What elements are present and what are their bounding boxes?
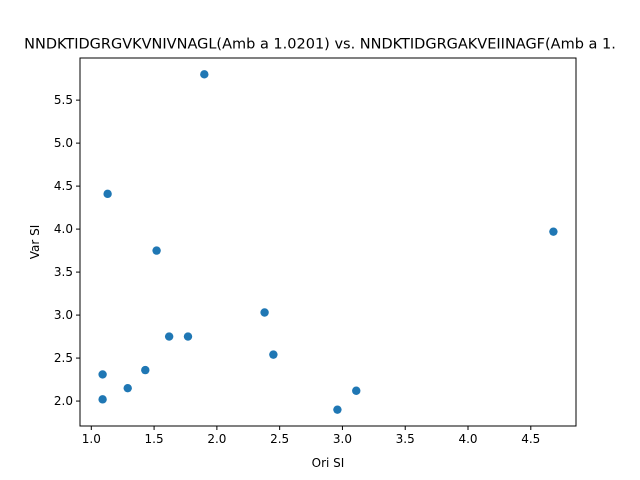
data-point xyxy=(260,308,269,317)
data-point xyxy=(549,227,558,236)
x-tick-label: 4.0 xyxy=(458,432,477,446)
data-point xyxy=(98,395,107,404)
data-point xyxy=(269,350,278,359)
x-tick-label: 1.0 xyxy=(82,432,101,446)
data-point xyxy=(98,370,107,379)
x-tick-label: 2.5 xyxy=(270,432,289,446)
y-tick-label: 5.0 xyxy=(54,136,73,150)
y-tick-label: 4.0 xyxy=(54,222,73,236)
x-tick-label: 3.5 xyxy=(396,432,415,446)
data-points xyxy=(98,70,558,414)
x-axis: 1.0 1.5 2.0 2.5 3.0 3.5 4.0 4.5 xyxy=(82,426,540,446)
data-point xyxy=(123,383,132,393)
y-axis-label: Var SI xyxy=(28,225,42,260)
x-tick-label: 4.5 xyxy=(521,432,540,446)
data-point xyxy=(164,332,174,341)
y-tick-label: 5.5 xyxy=(54,93,73,107)
data-point xyxy=(200,70,209,79)
y-tick-label: 4.5 xyxy=(54,179,73,193)
y-tick-label: 2.5 xyxy=(54,351,73,365)
chart-title: NNDKTIDGRGVKVNIVNAGL(Amb a 1.0201) vs. N… xyxy=(24,37,616,53)
data-point xyxy=(183,332,193,341)
y-tick-label: 2.0 xyxy=(54,394,73,408)
data-point xyxy=(352,386,361,395)
y-axis: 2.0 2.5 3.0 3.5 4.0 4.5 5.0 5.5 xyxy=(54,93,80,408)
data-point xyxy=(103,189,112,199)
x-tick-label: 3.0 xyxy=(333,432,352,446)
y-tick-label: 3.0 xyxy=(54,308,73,322)
plot-area-frame xyxy=(79,57,577,427)
x-axis-label: Ori SI xyxy=(312,456,345,470)
data-point xyxy=(152,246,161,255)
x-tick-label: 1.5 xyxy=(145,432,164,446)
x-tick-label: 2.0 xyxy=(207,432,226,446)
data-point xyxy=(333,405,342,414)
y-tick-label: 3.5 xyxy=(54,265,73,279)
data-point xyxy=(141,365,150,375)
